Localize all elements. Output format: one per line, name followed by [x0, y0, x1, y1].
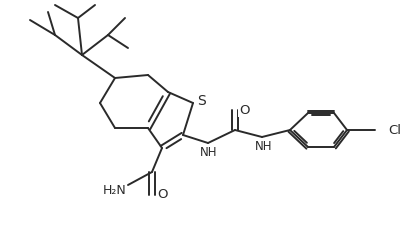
Text: O: O — [239, 104, 249, 116]
Text: NH: NH — [200, 146, 218, 158]
Text: H₂N: H₂N — [102, 185, 126, 197]
Text: NH: NH — [255, 140, 273, 153]
Text: O: O — [157, 188, 167, 202]
Text: Cl: Cl — [388, 123, 401, 136]
Text: S: S — [198, 94, 206, 108]
